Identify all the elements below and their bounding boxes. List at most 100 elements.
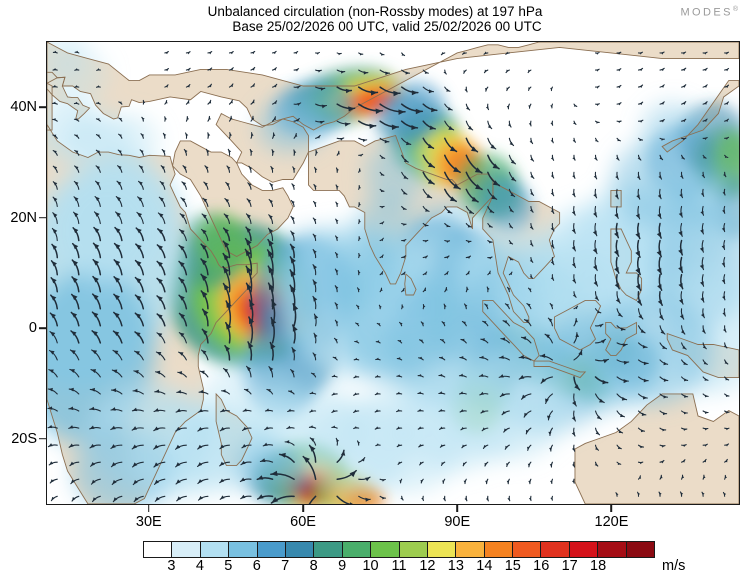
- wind-arrow: [222, 240, 231, 259]
- wind-arrow: [158, 196, 166, 208]
- wind-arrow: [399, 321, 403, 327]
- wind-arrow: [550, 239, 555, 249]
- wind-arrow: [593, 188, 598, 199]
- wind-arrow: [73, 101, 80, 105]
- wind-arrow: [572, 274, 577, 284]
- wind-arrow: [422, 255, 428, 259]
- wind-arrow: [678, 256, 684, 274]
- wind-arrow: [594, 461, 599, 467]
- wind-arrow: [267, 265, 274, 293]
- wind-arrow: [49, 478, 58, 484]
- wind-arrow: [722, 491, 727, 497]
- wind-arrow: [336, 469, 357, 480]
- colorbar-swatch: [569, 542, 599, 557]
- wind-arrow: [444, 171, 461, 190]
- wind-arrow: [463, 303, 468, 310]
- wind-arrow: [52, 196, 58, 208]
- wind-arrow: [137, 196, 144, 208]
- wind-arrow: [463, 69, 467, 74]
- wind-arrow: [242, 408, 252, 412]
- wind-arrow: [50, 495, 58, 502]
- wind-arrow: [335, 437, 340, 446]
- wind-arrow: [594, 393, 605, 404]
- wind-arrow: [69, 368, 80, 378]
- wind-arrow: [681, 67, 687, 72]
- wind-arrow: [701, 325, 706, 334]
- wind-arrow: [616, 376, 629, 384]
- wind-arrow: [700, 188, 705, 197]
- wind-arrow: [113, 259, 123, 276]
- wind-arrow: [223, 213, 231, 225]
- wind-arrow: [247, 182, 252, 190]
- wind-arrow: [331, 425, 338, 429]
- wind-arrow: [312, 200, 317, 208]
- colorbar[interactable]: [143, 541, 655, 558]
- wind-arrow: [481, 427, 489, 432]
- wind-arrow: [502, 320, 510, 327]
- wind-arrow: [498, 355, 510, 361]
- wind-arrow: [358, 52, 364, 56]
- wind-arrow: [422, 120, 436, 130]
- wind-arrow: [240, 494, 252, 500]
- wind-arrow: [95, 180, 101, 190]
- wind-arrow: [465, 222, 472, 228]
- wind-arrow: [572, 461, 576, 468]
- map-panel[interactable]: [46, 41, 740, 505]
- wind-arrow: [358, 219, 361, 225]
- wind-arrow: [487, 205, 495, 214]
- wind-arrow: [529, 239, 534, 247]
- wind-arrow: [131, 407, 144, 412]
- colorbar-tick-label: 11: [391, 558, 407, 574]
- wind-arrow: [702, 359, 708, 365]
- colorbar-tick-label: 14: [476, 558, 493, 574]
- wind-arrow: [293, 102, 302, 106]
- wind-arrow: [396, 391, 403, 395]
- wind-arrow: [487, 239, 493, 244]
- wind-arrow: [278, 452, 295, 463]
- title-line-secondary: Base 25/02/2026 00 UTC, valid 25/02/2026…: [232, 19, 542, 34]
- wind-arrow: [518, 375, 532, 380]
- wind-arrow: [379, 478, 386, 482]
- wind-arrow: [358, 495, 371, 502]
- wind-arrow: [95, 149, 101, 156]
- wind-arrow: [485, 478, 489, 485]
- wind-arrow: [419, 461, 424, 466]
- coastline-path: [215, 112, 309, 183]
- wind-arrow: [702, 118, 708, 123]
- wind-arrow: [487, 171, 501, 187]
- wind-arrow: [113, 293, 123, 310]
- wind-arrow: [422, 137, 435, 149]
- wind-arrow: [613, 239, 620, 257]
- coastline-path: [482, 178, 561, 323]
- wind-arrow: [52, 84, 58, 88]
- wind-arrow: [52, 134, 58, 139]
- wind-arrow: [417, 426, 424, 430]
- wind-arrow: [134, 312, 145, 327]
- wind-arrow: [332, 356, 338, 361]
- wind-arrow: [594, 291, 599, 301]
- wind-arrow: [315, 134, 321, 139]
- wind-arrow: [374, 409, 381, 413]
- wind-arrow: [637, 119, 644, 123]
- wind-arrow: [573, 305, 579, 310]
- wind-arrow: [681, 118, 687, 123]
- wind-arrow: [678, 273, 684, 290]
- wind-arrow: [465, 171, 483, 191]
- wind-arrow: [250, 99, 255, 105]
- wind-arrow: [465, 286, 469, 293]
- wind-arrow: [374, 392, 381, 396]
- wind-arrow: [222, 252, 231, 276]
- wind-arrow: [701, 491, 705, 497]
- wind-arrow: [52, 165, 58, 173]
- wind-arrow: [228, 67, 234, 71]
- wind-arrow: [636, 171, 641, 180]
- wind-arrow: [291, 346, 297, 361]
- wind-arrow: [353, 357, 360, 361]
- wind-arrow: [110, 407, 123, 412]
- wind-arrow: [374, 426, 381, 430]
- wind-arrow: [724, 118, 729, 123]
- wind-arrow: [248, 165, 253, 173]
- coastline-path: [610, 190, 622, 208]
- wind-arrow: [572, 154, 576, 161]
